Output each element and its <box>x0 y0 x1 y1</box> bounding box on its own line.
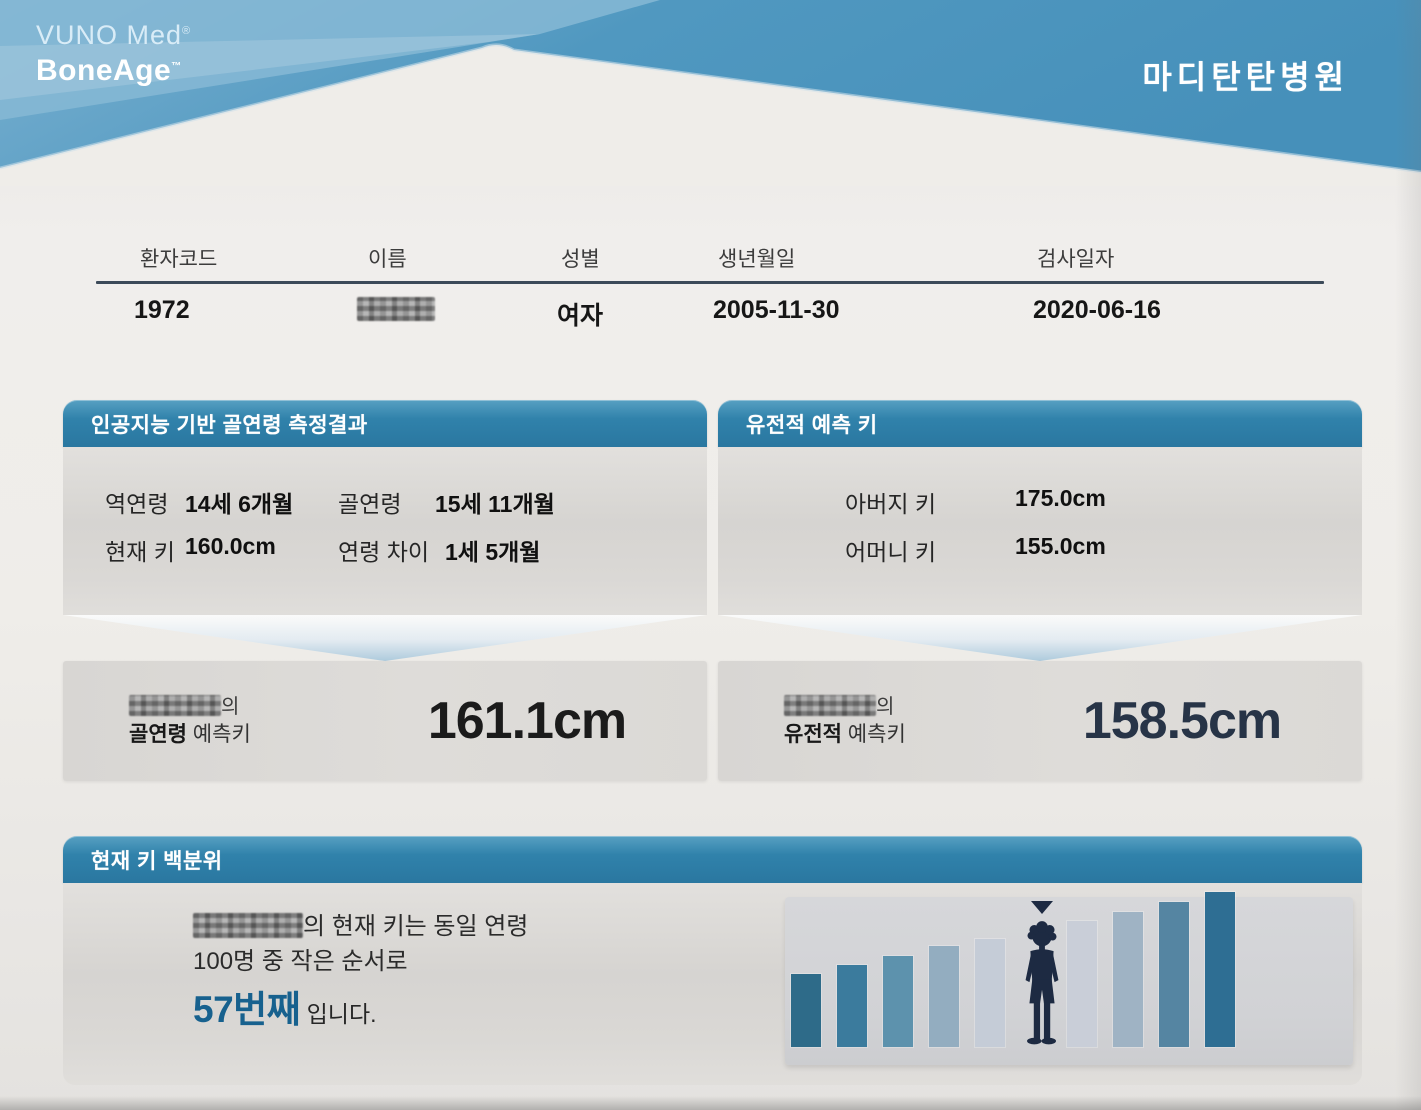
percentile-bar <box>837 965 867 1047</box>
mother-height-value: 155.0cm <box>1015 533 1106 559</box>
percentile-line1: 의 현재 키는 동일 연령 <box>193 909 528 944</box>
logo-line1: VUNO Med® <box>36 20 192 50</box>
birth-date-value: 2005-11-30 <box>713 296 840 324</box>
header-wave-graphic <box>0 0 1421 186</box>
genetic-result-name-line: 의 <box>784 694 1036 721</box>
age-difference-value: 1세 5개월 <box>445 539 541 565</box>
bone-age-panel-title: 인공지능 기반 골연령 측정결과 <box>91 413 368 437</box>
bone-age-panel-titlebar: 인공지능 기반 골연령 측정결과 <box>63 400 707 447</box>
exam-date-value: 2020-06-16 <box>1033 296 1161 324</box>
genetic-predicted-height-value: 158.5cm <box>1082 692 1282 750</box>
percentile-bar <box>1113 912 1143 1047</box>
genetic-panel-title: 유전적 예측 키 <box>746 413 878 437</box>
logo-line2: BoneAge™ <box>36 54 182 87</box>
height-percentile-panel: 현재 키 백분위 의 현재 키는 동일 연령 100명 중 작은 순서로 57번… <box>63 836 1362 1085</box>
genetic-result-caption: 의 유전적 예측키 <box>718 694 1036 748</box>
gender-value: 여자 <box>557 302 604 330</box>
percentile-bar <box>975 939 1005 1047</box>
mother-height-row: 어머니 키 155.0cm <box>718 533 1362 567</box>
position-marker-triangle-icon <box>1031 901 1053 914</box>
col-header-patient-code: 환자코드 <box>140 248 218 271</box>
father-height-row: 아버지 키 175.0cm <box>718 485 1362 519</box>
percentile-bar <box>1205 892 1235 1047</box>
col-header-gender: 성별 <box>561 248 600 271</box>
masked-name-block <box>129 695 221 716</box>
bone-age-row-2: 현재 키 160.0cm 연령 차이 1세 5개월 <box>63 533 707 567</box>
col-header-name: 이름 <box>368 248 407 271</box>
chronological-age-value: 14세 6개월 <box>185 491 294 517</box>
masked-name-block <box>784 695 876 716</box>
percentile-panel-body: 의 현재 키는 동일 연령 100명 중 작은 순서로 57번째 입니다. <box>63 883 1362 1085</box>
percentile-rank-value: 57번째 <box>193 989 301 1030</box>
vuno-med-boneage-logo: VUNO Med® BoneAge™ <box>36 20 191 88</box>
current-height-value: 160.0cm <box>185 533 276 559</box>
hospital-name: 마디탄탄병원 <box>1142 59 1349 95</box>
chronological-age-label: 역연령 <box>105 491 169 517</box>
col-header-exam-date: 검사일자 <box>1037 248 1115 271</box>
percentile-bar <box>883 956 913 1047</box>
current-height-label: 현재 키 <box>105 539 175 565</box>
percentile-bar <box>1067 921 1097 1047</box>
bone-age-predicted-height-value: 161.1cm <box>427 692 627 750</box>
bone-age-panel: 인공지능 기반 골연령 측정결과 역연령 14세 6개월 골연령 15세 11개… <box>63 400 707 615</box>
genetic-panel-body: 아버지 키 175.0cm 어머니 키 155.0cm <box>718 447 1362 615</box>
genetic-panel-titlebar: 유전적 예측 키 <box>718 400 1362 447</box>
bone-age-value: 15세 11개월 <box>435 491 555 517</box>
left-funnel-arrow <box>63 615 707 661</box>
percentile-panel-title: 현재 키 백분위 <box>91 849 223 873</box>
right-funnel-arrow <box>718 615 1362 661</box>
report-header: VUNO Med® BoneAge™ 마디탄탄병원 <box>0 0 1421 186</box>
genetic-result-box: 의 유전적 예측키 158.5cm <box>718 661 1362 781</box>
percentile-bar-chart <box>785 892 1353 1065</box>
masked-name-block <box>357 297 435 321</box>
masked-name-block <box>193 913 303 938</box>
bone-age-label: 골연령 <box>338 491 402 517</box>
bone-age-panel-body: 역연령 14세 6개월 골연령 15세 11개월 현재 키 160.0cm 연령… <box>63 447 707 615</box>
child-silhouette-icon <box>1025 921 1059 1045</box>
age-difference-label: 연령 차이 <box>338 539 430 565</box>
table-divider-line <box>96 281 1324 284</box>
percentile-bar <box>929 946 959 1047</box>
patient-code-value: 1972 <box>134 296 190 324</box>
percentile-bar <box>1159 902 1189 1047</box>
bone-age-result-box: 의 골연령 예측키 161.1cm <box>63 661 707 781</box>
percentile-line2: 100명 중 작은 순서로 <box>193 948 408 975</box>
mother-height-label: 어머니 키 <box>845 539 937 565</box>
bone-age-result-name-line: 의 <box>129 694 381 721</box>
trademark-mark: ™ <box>171 61 182 72</box>
percentile-bar <box>791 974 821 1047</box>
bone-age-result-caption: 의 골연령 예측키 <box>63 694 381 748</box>
father-height-value: 175.0cm <box>1015 485 1106 511</box>
col-header-birth-date: 생년월일 <box>718 248 796 271</box>
percentile-statement: 의 현재 키는 동일 연령 100명 중 작은 순서로 57번째 입니다. <box>193 909 528 1032</box>
percentile-panel-titlebar: 현재 키 백분위 <box>63 836 1362 883</box>
father-height-label: 아버지 키 <box>845 491 937 517</box>
registered-mark: ® <box>182 25 192 37</box>
percentile-rank-line: 57번째 입니다. <box>193 989 528 1032</box>
bone-age-result-label: 골연령 예측키 <box>129 723 251 746</box>
genetic-height-panel: 유전적 예측 키 아버지 키 175.0cm 어머니 키 155.0cm <box>718 400 1362 615</box>
bone-age-row-1: 역연령 14세 6개월 골연령 15세 11개월 <box>63 485 707 519</box>
patient-name-masked <box>357 296 435 325</box>
genetic-result-label: 유전적 예측키 <box>784 723 906 746</box>
percentile-rank-suffix: 입니다. <box>300 1001 377 1027</box>
scan-edge-shadow-bottom <box>0 1096 1421 1110</box>
